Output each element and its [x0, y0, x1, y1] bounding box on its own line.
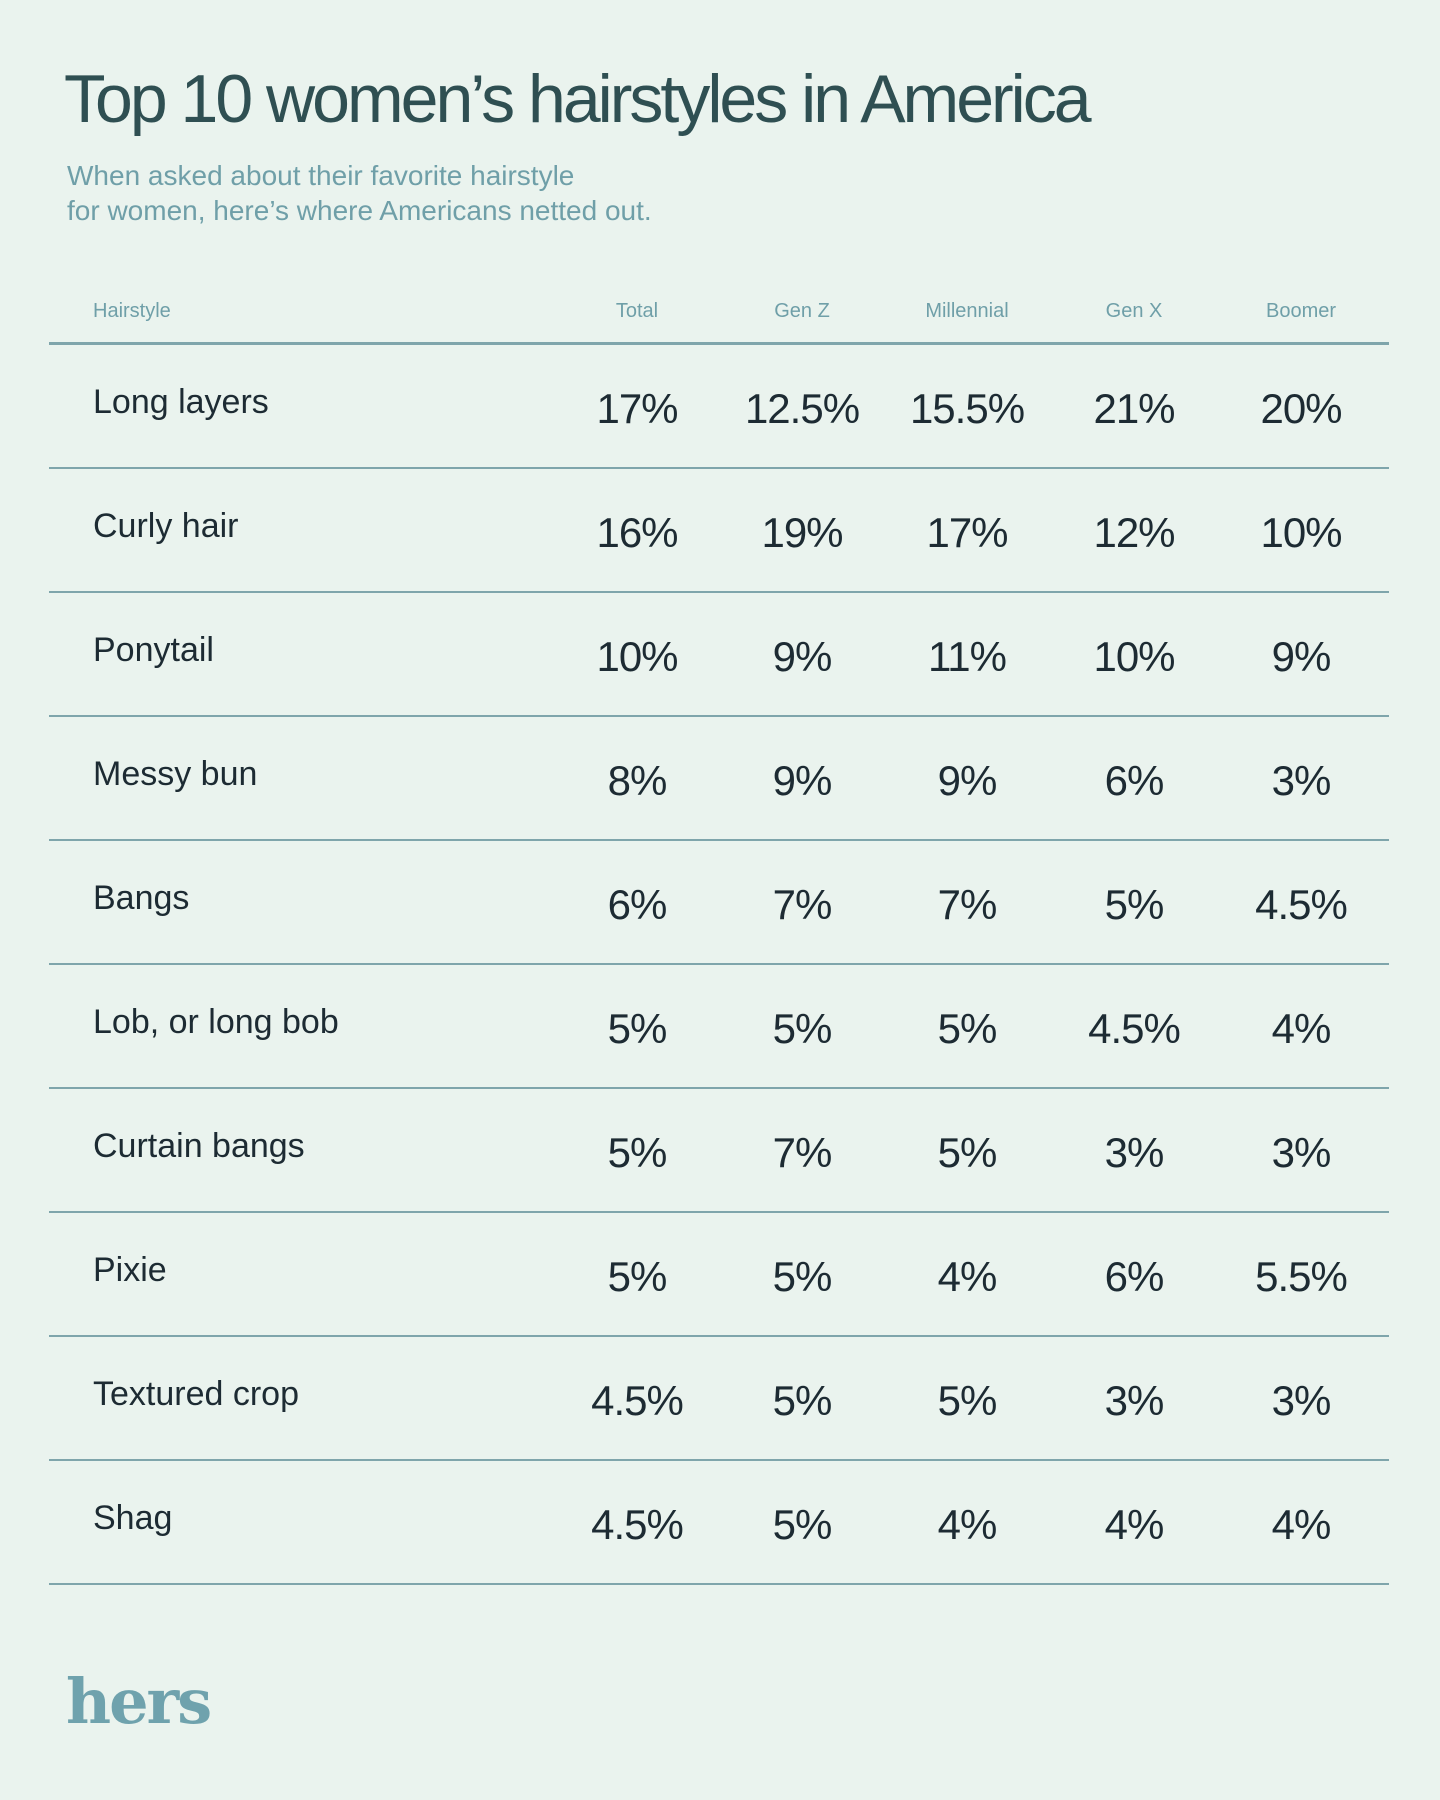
- percentage-cell: 5%: [607, 1129, 668, 1176]
- percentage-cell: 5%: [937, 1005, 998, 1052]
- percentage-cell: 4.5%: [1255, 881, 1348, 928]
- percentage-cell: 3%: [1271, 757, 1332, 804]
- percentage-cell: 3%: [1104, 1377, 1165, 1424]
- percentage-cell: 16%: [596, 509, 678, 556]
- hairstyle-label: Shag: [93, 1499, 173, 1537]
- hairstyle-label: Textured crop: [93, 1375, 299, 1413]
- percentage-cell: 7%: [772, 881, 833, 928]
- table-row: Pixie 5% 5% 4% 6% 5.5%: [49, 1213, 1389, 1337]
- table-row: Messy bun 8% 9% 9% 6% 3%: [49, 717, 1389, 841]
- hairstyle-label: Ponytail: [93, 631, 214, 669]
- percentage-cell: 6%: [1104, 1253, 1165, 1300]
- column-header: Total: [615, 300, 659, 322]
- percentage-cell: 3%: [1271, 1129, 1332, 1176]
- table-row: Textured crop 4.5% 5% 5% 3% 3%: [49, 1337, 1389, 1461]
- hairstyle-label: Bangs: [93, 879, 190, 917]
- column-header: Boomer: [1265, 300, 1337, 322]
- percentage-cell: 4.5%: [1088, 1005, 1181, 1052]
- table-row: Bangs 6% 7% 7% 5% 4.5%: [49, 841, 1389, 965]
- hairstyle-label: Curtain bangs: [93, 1127, 305, 1165]
- percentage-cell: 5%: [937, 1129, 998, 1176]
- table-row: Curly hair 16% 19% 17% 12% 10%: [49, 469, 1389, 593]
- percentage-cell: 12%: [1093, 509, 1175, 556]
- percentage-cell: 7%: [937, 881, 998, 928]
- percentage-cell: 3%: [1271, 1377, 1332, 1424]
- percentage-cell: 10%: [1093, 633, 1175, 680]
- percentage-cell: 11%: [928, 633, 1007, 680]
- percentage-cell: 9%: [772, 633, 833, 680]
- hairstyle-label: Messy bun: [93, 755, 258, 793]
- percentage-cell: 5%: [772, 1377, 833, 1424]
- hairstyle-label: Long layers: [93, 383, 269, 421]
- hairstyle-label: Pixie: [93, 1251, 167, 1289]
- column-header: Hairstyle: [93, 300, 171, 322]
- hers-logo: hers: [66, 1665, 212, 1738]
- percentage-cell: 4%: [1271, 1501, 1332, 1548]
- percentage-cell: 5%: [772, 1253, 833, 1300]
- percentage-cell: 10%: [596, 633, 678, 680]
- percentage-cell: 5.5%: [1255, 1253, 1348, 1300]
- percentage-cell: 4.5%: [591, 1377, 684, 1424]
- hairstyle-label: Curly hair: [93, 507, 239, 545]
- page-title: Top 10 women’s hairstyles in America: [64, 61, 1092, 137]
- percentage-cell: 5%: [772, 1501, 833, 1548]
- table-row: Curtain bangs 5% 7% 5% 3% 3%: [49, 1089, 1389, 1213]
- percentage-cell: 12.5%: [744, 385, 860, 432]
- percentage-cell: 5%: [607, 1005, 668, 1052]
- percentage-cell: 5%: [937, 1377, 998, 1424]
- percentage-cell: 5%: [772, 1005, 833, 1052]
- percentage-cell: 4%: [1271, 1005, 1332, 1052]
- percentage-cell: 20%: [1260, 385, 1342, 432]
- column-header: Millennial: [925, 300, 1009, 322]
- percentage-cell: 9%: [937, 757, 998, 804]
- percentage-cell: 19%: [761, 509, 843, 556]
- percentage-cell: 17%: [926, 509, 1008, 556]
- percentage-cell: 8%: [607, 757, 668, 804]
- percentage-cell: 6%: [1104, 757, 1165, 804]
- table-row: Shag 4.5% 5% 4% 4% 4%: [49, 1461, 1389, 1585]
- hairstyle-table: Hairstyle Total Gen Z Millennial Gen X Boomer…: [49, 290, 1389, 1585]
- hairstyle-label: Lob, or long bob: [93, 1003, 339, 1041]
- percentage-cell: 15.5%: [909, 385, 1025, 432]
- table-header: Hairstyle Total Gen Z Millennial Gen X Boomer: [49, 290, 1389, 345]
- percentage-cell: 9%: [1271, 633, 1332, 680]
- column-header: Gen Z: [774, 300, 830, 322]
- subtitle-line: for women, here’s where Americans netted…: [67, 195, 652, 226]
- percentage-cell: 9%: [772, 757, 833, 804]
- column-header: Gen X: [1105, 300, 1163, 322]
- percentage-cell: 5%: [1104, 881, 1165, 928]
- percentage-cell: 17%: [596, 385, 678, 432]
- subtitle: When asked about their favorite hairstyl…: [67, 158, 867, 228]
- percentage-cell: 4.5%: [591, 1501, 684, 1548]
- table-row: Ponytail 10% 9% 11% 10% 9%: [49, 593, 1389, 717]
- percentage-cell: 6%: [607, 881, 668, 928]
- percentage-cell: 4%: [937, 1253, 998, 1300]
- percentage-cell: 10%: [1260, 509, 1342, 556]
- percentage-cell: 4%: [1104, 1501, 1165, 1548]
- percentage-cell: 21%: [1093, 385, 1175, 432]
- percentage-cell: 3%: [1104, 1129, 1165, 1176]
- table-row: Long layers 17% 12.5% 15.5% 21% 20%: [49, 345, 1389, 469]
- percentage-cell: 7%: [772, 1129, 833, 1176]
- subtitle-line: When asked about their favorite hairstyl…: [67, 160, 575, 191]
- table-row: Lob, or long bob 5% 5% 5% 4.5% 4%: [49, 965, 1389, 1089]
- percentage-cell: 4%: [937, 1501, 998, 1548]
- percentage-cell: 5%: [607, 1253, 668, 1300]
